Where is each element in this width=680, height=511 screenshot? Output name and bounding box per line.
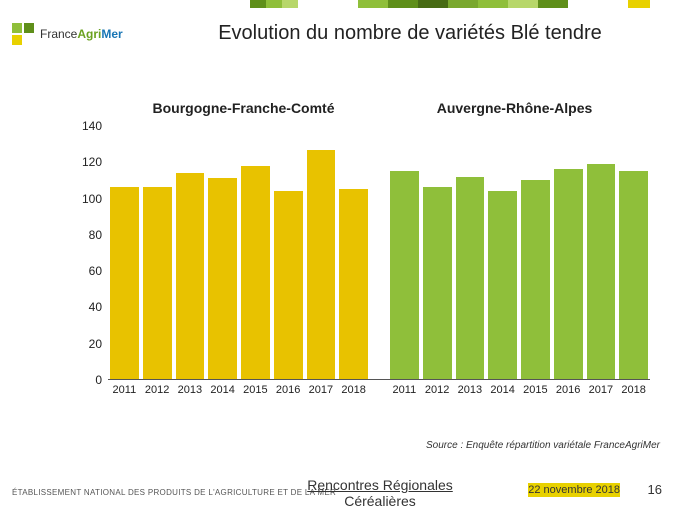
bar xyxy=(208,178,237,379)
y-tick-label: 20 xyxy=(89,337,102,351)
logo-france: France xyxy=(40,27,77,41)
plot-area xyxy=(108,126,650,380)
bar xyxy=(554,169,583,379)
bar xyxy=(488,191,517,379)
x-tick-label: 2014 xyxy=(206,380,239,400)
y-axis: 140120100806040200 xyxy=(60,126,108,380)
y-tick-label: 40 xyxy=(89,300,102,314)
bar xyxy=(456,177,485,379)
page-title: Evolution du nombre de variétés Blé tend… xyxy=(160,22,660,45)
bar xyxy=(619,171,648,379)
bar xyxy=(307,150,336,380)
bar-group xyxy=(388,126,650,379)
bar xyxy=(241,166,270,379)
bar-group xyxy=(108,126,370,379)
y-tick-label: 60 xyxy=(89,264,102,278)
bar xyxy=(587,164,616,379)
bars xyxy=(108,126,650,380)
footer-event-line2: Céréalières xyxy=(280,493,480,509)
footer-event: Rencontres Régionales Céréalières xyxy=(280,477,480,509)
x-tick-label: 2012 xyxy=(421,380,454,400)
x-tick-label: 2015 xyxy=(519,380,552,400)
bar xyxy=(521,180,550,379)
bar-chart: Bourgogne-Franche-Comté Auvergne-Rhône-A… xyxy=(60,100,650,400)
logo-text: FranceAgriMer xyxy=(40,27,123,41)
x-tick-label: 2012 xyxy=(141,380,174,400)
x-axis: 2011201220132014201520162017201820112012… xyxy=(108,380,650,400)
x-tick-label: 2011 xyxy=(388,380,421,400)
y-tick-label: 0 xyxy=(95,373,102,387)
logo-mer: Mer xyxy=(101,27,122,41)
x-tick-label: 2016 xyxy=(272,380,305,400)
logo-mark xyxy=(12,23,34,45)
bar xyxy=(143,187,172,379)
page-number: 16 xyxy=(648,482,662,497)
x-tick-label: 2018 xyxy=(337,380,370,400)
bar xyxy=(423,187,452,379)
franceagrimer-logo: FranceAgriMer xyxy=(12,14,142,54)
bar xyxy=(339,189,368,379)
footer: ÉTABLISSEMENT NATIONAL DES PRODUITS DE L… xyxy=(0,469,680,511)
y-tick-label: 100 xyxy=(82,192,102,206)
x-tick-label: 2013 xyxy=(174,380,207,400)
x-tick-label: 2016 xyxy=(552,380,585,400)
bar xyxy=(110,187,139,379)
y-tick-label: 120 xyxy=(82,155,102,169)
y-tick-label: 80 xyxy=(89,228,102,242)
source-line: Source : Enquête répartition variétale F… xyxy=(426,440,660,451)
bar xyxy=(390,171,419,379)
series-title-0: Bourgogne-Franche-Comté xyxy=(108,100,379,120)
x-tick-label: 2015 xyxy=(239,380,272,400)
x-tick-label: 2011 xyxy=(108,380,141,400)
y-tick-label: 140 xyxy=(82,119,102,133)
series-title-1: Auvergne-Rhône-Alpes xyxy=(379,100,650,120)
footer-date: 22 novembre 2018 xyxy=(528,483,620,497)
top-accent-strip xyxy=(0,0,680,8)
logo-agri: Agri xyxy=(77,27,101,41)
x-tick-label: 2018 xyxy=(617,380,650,400)
x-tick-label: 2017 xyxy=(585,380,618,400)
bar xyxy=(176,173,205,379)
footer-event-line1: Rencontres Régionales xyxy=(280,477,480,493)
x-tick-label: 2013 xyxy=(454,380,487,400)
series-titles: Bourgogne-Franche-Comté Auvergne-Rhône-A… xyxy=(108,100,650,120)
x-tick-label: 2014 xyxy=(486,380,519,400)
bar xyxy=(274,191,303,379)
x-tick-label: 2017 xyxy=(305,380,338,400)
